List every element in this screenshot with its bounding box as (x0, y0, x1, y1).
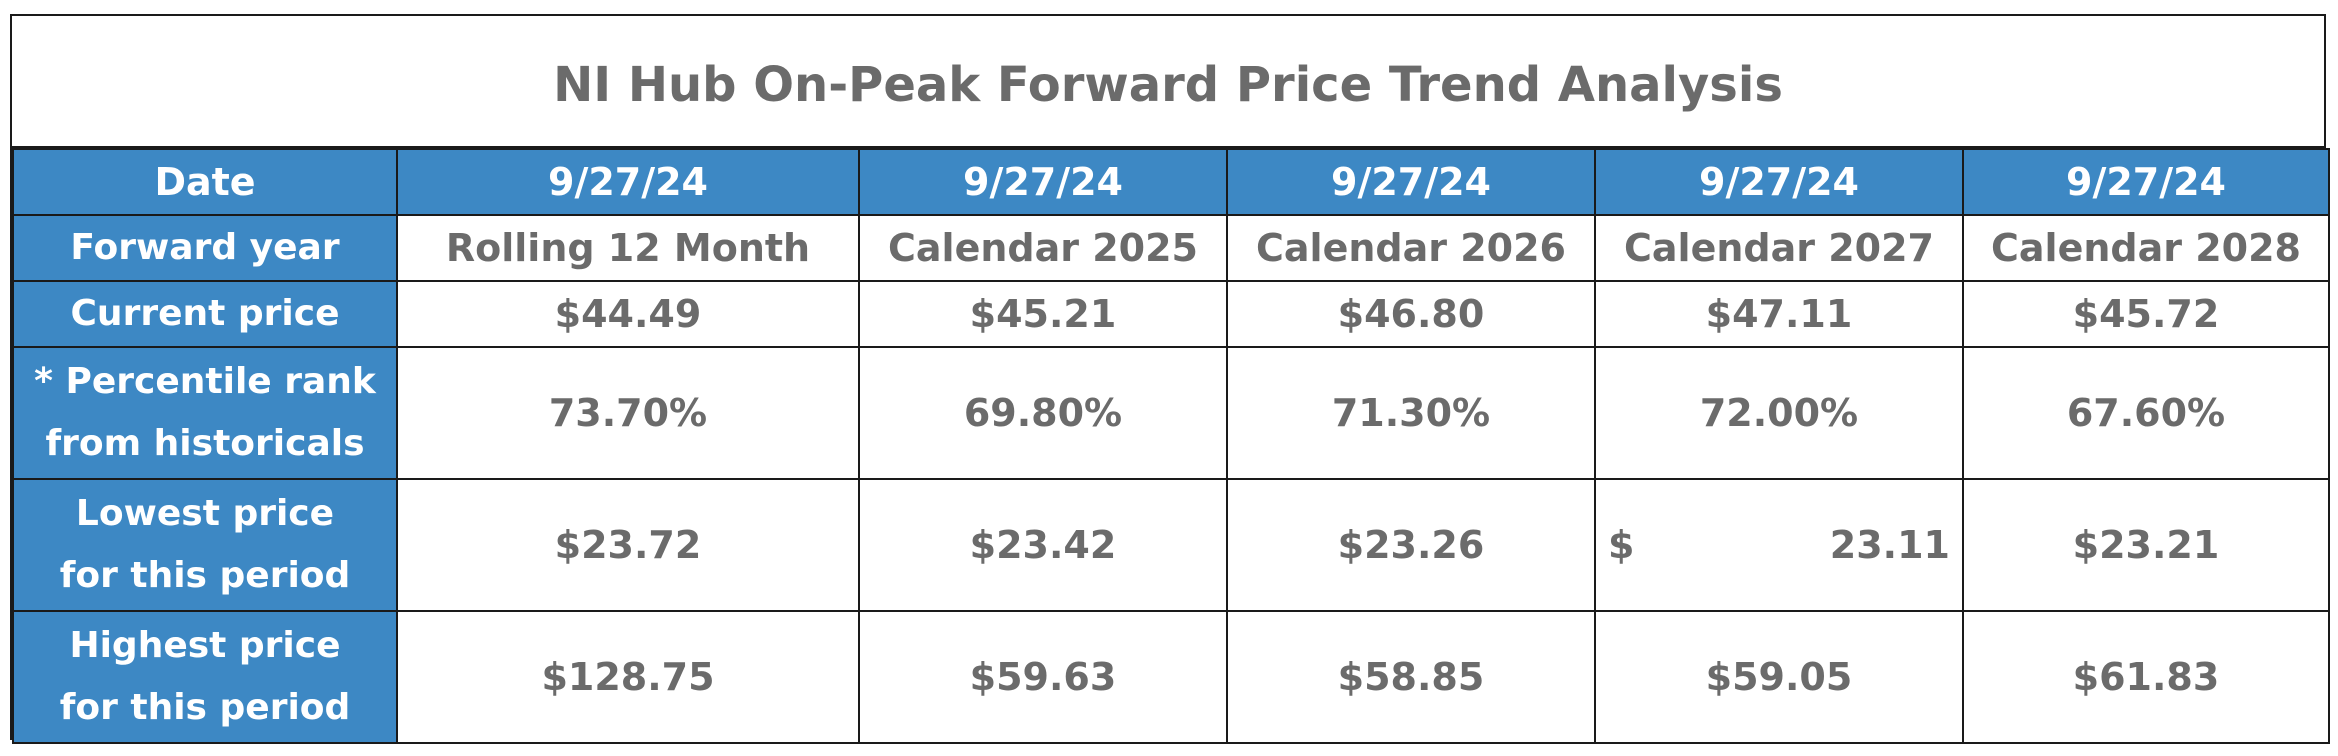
current-price-cell: $45.72 (1962, 280, 2330, 348)
current-price-cell: $45.21 (858, 280, 1228, 348)
amount: 23.11 (1829, 523, 1950, 567)
row-label-lowest-price: Lowest price for this period (12, 478, 398, 612)
row-label-line: * Percentile rank (34, 361, 376, 402)
row-label-highest-price: Highest price for this period (12, 610, 398, 744)
forward-year-cell: Calendar 2028 (1962, 214, 2330, 282)
forward-year-cell: Calendar 2027 (1594, 214, 1964, 282)
highest-price-cell: $128.75 (396, 610, 860, 744)
date-cell: 9/27/24 (858, 148, 1228, 216)
current-price-cell: $44.49 (396, 280, 860, 348)
percentile-rank-cell: 72.00% (1594, 346, 1964, 480)
percentile-rank-row: * Percentile rank from historicals 73.70… (12, 346, 2330, 480)
percentile-rank-cell: 67.60% (1962, 346, 2330, 480)
date-header-row: Date 9/27/24 9/27/24 9/27/24 9/27/24 9/2… (12, 148, 2330, 216)
row-label-forward-year: Forward year (12, 214, 398, 282)
table-frame: NI Hub On-Peak Forward Price Trend Analy… (10, 14, 2330, 744)
date-cell: 9/27/24 (1226, 148, 1596, 216)
highest-price-cell: $58.85 (1226, 610, 1596, 744)
current-price-cell: $46.80 (1226, 280, 1596, 348)
current-price-row: Current price $44.49 $45.21 $46.80 $47.1… (12, 280, 2330, 348)
highest-price-cell: $61.83 (1962, 610, 2330, 744)
row-label-line: from historicals (45, 423, 365, 464)
percentile-rank-cell: 69.80% (858, 346, 1228, 480)
date-label: Date (12, 148, 398, 216)
lowest-price-cell: $ 23.11 (1594, 478, 1964, 612)
forward-year-cell: Rolling 12 Month (396, 214, 860, 282)
lowest-price-cell: $23.42 (858, 478, 1228, 612)
percentile-rank-cell: 71.30% (1226, 346, 1596, 480)
forward-year-cell: Calendar 2025 (858, 214, 1228, 282)
highest-price-cell: $59.05 (1594, 610, 1964, 744)
row-label-percentile-rank: * Percentile rank from historicals (12, 346, 398, 480)
row-label-current-price: Current price (12, 280, 398, 348)
row-label-line: for this period (59, 555, 351, 596)
lowest-price-cell: $23.21 (1962, 478, 2330, 612)
forward-year-row: Forward year Rolling 12 Month Calendar 2… (12, 214, 2330, 282)
row-label-line: Lowest price (75, 493, 335, 534)
table-title: NI Hub On-Peak Forward Price Trend Analy… (12, 16, 2324, 148)
lowest-price-cell: $23.26 (1226, 478, 1596, 612)
row-label-line: for this period (59, 687, 351, 728)
currency-symbol: $ (1608, 523, 1635, 567)
highest-price-row: Highest price for this period $128.75 $5… (12, 610, 2330, 744)
lowest-price-cell: $23.72 (396, 478, 860, 612)
row-label-line: Highest price (69, 625, 341, 666)
row-label-text: Forward year (70, 227, 340, 268)
percentile-rank-cell: 73.70% (396, 346, 860, 480)
date-cell: 9/27/24 (1962, 148, 2330, 216)
forward-year-cell: Calendar 2026 (1226, 214, 1596, 282)
date-cell: 9/27/24 (1594, 148, 1964, 216)
accounting-format-value: $ 23.11 (1604, 523, 1954, 567)
row-label-text: Current price (70, 293, 340, 334)
highest-price-cell: $59.63 (858, 610, 1228, 744)
lowest-price-row: Lowest price for this period $23.72 $23.… (12, 478, 2330, 612)
date-cell: 9/27/24 (396, 148, 860, 216)
forward-price-table: Date 9/27/24 9/27/24 9/27/24 9/27/24 9/2… (12, 148, 2330, 744)
current-price-cell: $47.11 (1594, 280, 1964, 348)
